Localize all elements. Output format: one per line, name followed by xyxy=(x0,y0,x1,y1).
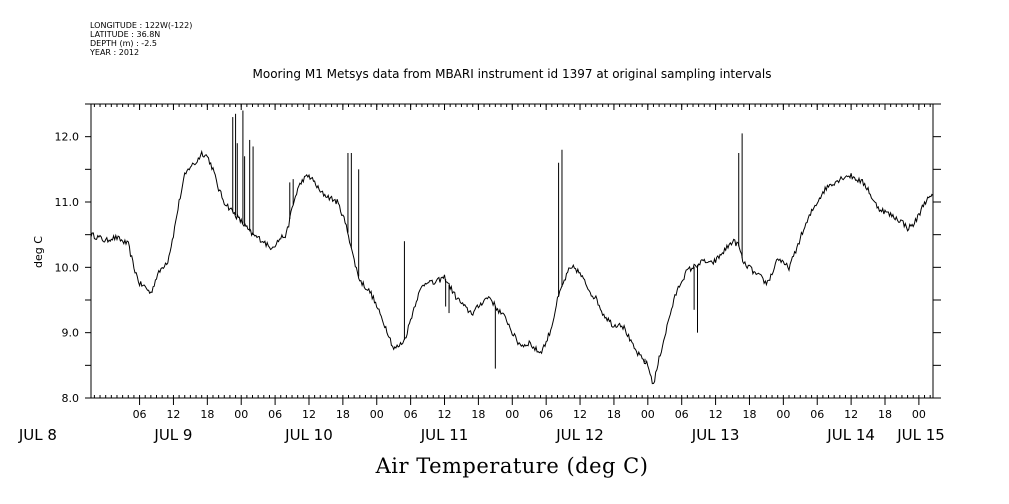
x-tick-label: 18 xyxy=(878,408,892,421)
x-day-label: JUL 8 xyxy=(18,426,57,444)
x-tick-label: 06 xyxy=(810,408,824,421)
x-day-label: JUL 13 xyxy=(691,426,740,444)
x-day-label: JUL 11 xyxy=(420,426,469,444)
depth-text: DEPTH (m) : -2.5 xyxy=(90,39,157,48)
chart-title: Mooring M1 Metsys data from MBARI instru… xyxy=(252,67,772,81)
x-tick-label: 12 xyxy=(438,408,452,421)
x-tick-label: 00 xyxy=(641,408,655,421)
x-tick-label: 12 xyxy=(166,408,180,421)
x-tick-label: 18 xyxy=(200,408,214,421)
plot-frame xyxy=(90,103,934,399)
x-tick-label: 00 xyxy=(912,408,926,421)
x-tick-label: 00 xyxy=(776,408,790,421)
x-tick-label: 18 xyxy=(471,408,485,421)
x-tick-label: 00 xyxy=(370,408,384,421)
x-day-label: JUL 12 xyxy=(555,426,604,444)
y-tick-label: 12.0 xyxy=(55,131,80,144)
x-tick-label: 06 xyxy=(404,408,418,421)
x-day-label: JUL 10 xyxy=(284,426,333,444)
latitude-text: LATITUDE : 36.8N xyxy=(90,30,161,39)
y-tick-label: 11.0 xyxy=(55,196,80,209)
x-tick-label: 18 xyxy=(742,408,756,421)
y-tick-label: 9.0 xyxy=(62,327,80,340)
y-tick-label: 8.0 xyxy=(62,392,80,405)
x-tick-label: 06 xyxy=(268,408,282,421)
x-tick-label: 06 xyxy=(133,408,147,421)
x-tick-label: 18 xyxy=(607,408,621,421)
tick-marks xyxy=(85,103,941,405)
y-axis-label: deg C xyxy=(32,236,45,268)
x-tick-labels: 06 12 18 00 06 12 18 00 06 12 18 00 06 12 18 00 06 12 18 00… xyxy=(133,408,926,421)
x-tick-label: 06 xyxy=(675,408,689,421)
x-tick-label: 12 xyxy=(302,408,316,421)
x-axis-label: Air Temperature (deg C) xyxy=(375,454,649,478)
x-tick-label: 18 xyxy=(336,408,350,421)
x-day-label: JUL 15 xyxy=(896,426,945,444)
x-day-label: JUL 14 xyxy=(826,426,875,444)
series-group xyxy=(90,110,934,385)
x-tick-label: 12 xyxy=(573,408,587,421)
y-tick-label: 10.0 xyxy=(55,261,80,274)
longitude-text: LONGITUDE : 122W(-122) xyxy=(90,21,193,30)
x-tick-label: 06 xyxy=(539,408,553,421)
year-text: YEAR : 2012 xyxy=(90,48,140,57)
x-day-label: JUL 9 xyxy=(153,426,192,444)
x-day-labels: JUL 8 JUL 9 JUL 10 JUL 11 JUL 12 JUL 13 JUL 14… xyxy=(18,426,945,444)
x-tick-label: 00 xyxy=(234,408,248,421)
x-tick-label: 12 xyxy=(844,408,858,421)
series-line xyxy=(90,149,934,385)
x-tick-label: 12 xyxy=(709,408,723,421)
y-tick-labels: 8.0 9.0 10.0 11.0 12.0 xyxy=(55,131,80,405)
metadata-block: LONGITUDE : 122W(-122) LATITUDE : 36.8N … xyxy=(90,21,192,57)
x-tick-label: 00 xyxy=(505,408,519,421)
